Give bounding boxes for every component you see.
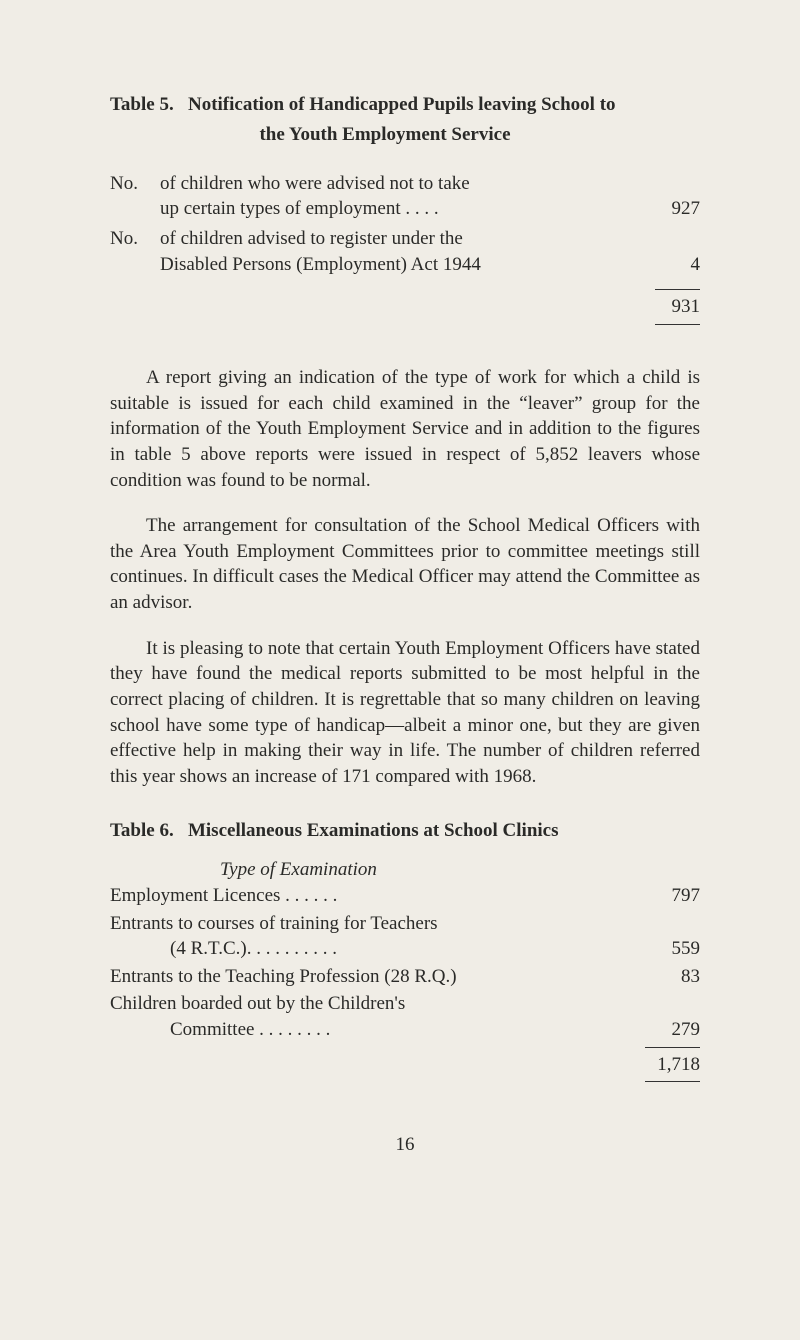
- table5-row-desc: of children who were advised not to take…: [160, 171, 640, 222]
- table5-heading: Table 5. Notification of Handicapped Pup…: [110, 90, 700, 151]
- table6-body: Employment Licences . . . . . . 797 Entr…: [110, 883, 700, 1043]
- table6-row: Employment Licences . . . . . . 797: [110, 883, 700, 909]
- table5-row-value: 4: [640, 252, 700, 278]
- rule-line: [655, 324, 700, 325]
- table5-title-text2: the Youth Employment Service: [70, 120, 700, 150]
- rule-line: [645, 1081, 700, 1082]
- table6-row-value: 559: [630, 936, 700, 962]
- document-page: Table 5. Notification of Handicapped Pup…: [0, 0, 800, 1218]
- table5-row-desc: of children advised to register under th…: [160, 226, 640, 277]
- table5-row: No. of children who were advised not to …: [110, 171, 700, 222]
- table5-row-no: No.: [110, 226, 160, 277]
- table5-row: No. of children advised to register unde…: [110, 226, 700, 277]
- table5-title-text1: Notification of Handicapped Pupils leavi…: [188, 94, 616, 115]
- table6-label: Table 6.: [110, 820, 174, 841]
- table6-title-text: Miscellaneous Examinations at School Cli…: [188, 820, 559, 841]
- page-number: 16: [110, 1132, 700, 1158]
- table5-row-line1: of children advised to register under th…: [160, 228, 463, 249]
- table5-row-value: 927: [640, 196, 700, 222]
- table6-row: Entrants to courses of training for Teac…: [110, 911, 700, 962]
- paragraph: A report giving an indication of the typ…: [110, 365, 700, 493]
- table6-row-line2: Committee . . . . . . . .: [170, 1019, 330, 1040]
- table5-label: Table 5.: [110, 94, 174, 115]
- rule-line: [655, 289, 700, 290]
- table6-row: Children boarded out by the Children's C…: [110, 991, 700, 1042]
- table6-row-desc: Employment Licences . . . . . .: [110, 883, 630, 909]
- table6-row-value: 797: [630, 883, 700, 909]
- table5-body: No. of children who were advised not to …: [110, 171, 700, 278]
- table6-heading: Table 6. Miscellaneous Examinations at S…: [110, 818, 700, 844]
- table6-total: 1,718: [110, 1052, 700, 1078]
- table6-row-value: 279: [630, 1017, 700, 1043]
- table6-row-value: 83: [630, 964, 700, 990]
- table5-row-line2: Disabled Persons (Employment) Act 1944: [160, 254, 481, 275]
- rule-line: [645, 1047, 700, 1048]
- table6-row-line1: Children boarded out by the Children's: [110, 993, 405, 1014]
- table5-row-no: No.: [110, 171, 160, 222]
- paragraph: It is pleasing to note that certain Yout…: [110, 636, 700, 790]
- table6-subhead: Type of Examination: [110, 857, 700, 883]
- table6-row-desc: Entrants to courses of training for Teac…: [110, 911, 630, 962]
- table5-total: 931: [110, 294, 700, 320]
- table6-row-desc: Children boarded out by the Children's C…: [110, 991, 630, 1042]
- table5-heading-line1: Table 5. Notification of Handicapped Pup…: [110, 90, 700, 120]
- table5-row-line1: of children who were advised not to take: [160, 173, 470, 194]
- table6-row: Entrants to the Teaching Profession (28 …: [110, 964, 700, 990]
- table5-row-line2: up certain types of employment . . . .: [160, 198, 439, 219]
- table6-row-desc: Entrants to the Teaching Profession (28 …: [110, 964, 630, 990]
- paragraph: The arrangement for consultation of the …: [110, 513, 700, 616]
- table6-row-line2: (4 R.T.C.). . . . . . . . . .: [170, 938, 337, 959]
- table6-row-line1: Entrants to courses of training for Teac…: [110, 913, 438, 934]
